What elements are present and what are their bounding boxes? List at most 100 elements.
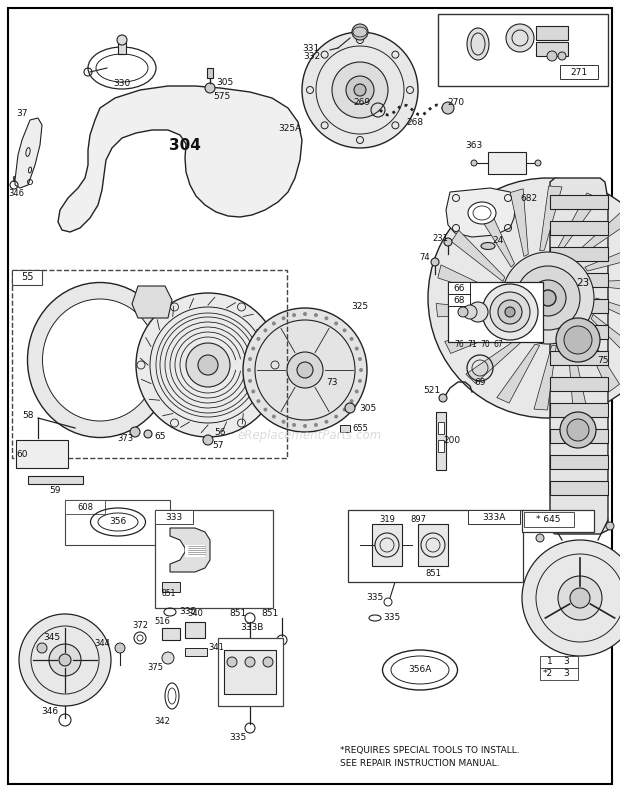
Bar [218, 638, 283, 706]
Text: 344: 344 [94, 638, 110, 648]
Text: 24: 24 [492, 235, 503, 245]
Text: 331: 331 [303, 44, 320, 52]
Circle shape [350, 337, 353, 341]
Text: 655: 655 [352, 424, 368, 432]
Circle shape [303, 312, 307, 316]
Polygon shape [170, 528, 210, 572]
Bar [550, 455, 608, 469]
Polygon shape [446, 188, 516, 237]
Circle shape [334, 322, 338, 326]
Circle shape [516, 266, 580, 330]
Bar [540, 668, 578, 680]
Circle shape [314, 423, 318, 427]
Polygon shape [585, 242, 620, 271]
Circle shape [324, 316, 329, 320]
Text: 363: 363 [466, 140, 482, 150]
Circle shape [560, 412, 596, 448]
Text: 56: 56 [215, 428, 226, 436]
Bar [550, 195, 608, 209]
Text: 74: 74 [420, 253, 430, 262]
Polygon shape [436, 303, 503, 317]
Text: 73: 73 [326, 378, 338, 386]
Circle shape [264, 329, 267, 333]
Text: 37: 37 [16, 109, 28, 117]
Text: eReplacementParts.com: eReplacementParts.com [238, 428, 382, 441]
Text: 68: 68 [453, 295, 465, 304]
Circle shape [482, 284, 538, 340]
Circle shape [49, 644, 81, 676]
Polygon shape [582, 329, 619, 392]
Bar [438, 440, 444, 452]
Circle shape [442, 102, 454, 114]
Circle shape [468, 302, 488, 322]
Bar [550, 429, 608, 443]
Text: 76: 76 [454, 340, 464, 348]
Circle shape [205, 83, 215, 93]
Polygon shape [539, 186, 562, 251]
Text: 23: 23 [577, 278, 590, 288]
Circle shape [506, 24, 534, 52]
Circle shape [281, 316, 286, 320]
Circle shape [263, 657, 273, 667]
Circle shape [292, 423, 296, 427]
Circle shape [332, 62, 388, 118]
Text: 75: 75 [597, 356, 609, 364]
Circle shape [355, 390, 359, 394]
Text: 342: 342 [154, 718, 170, 726]
Text: 851: 851 [425, 569, 441, 578]
Circle shape [37, 643, 47, 653]
Bar [550, 299, 608, 313]
Circle shape [302, 32, 418, 148]
Polygon shape [15, 118, 42, 188]
Circle shape [558, 576, 602, 620]
Text: 65: 65 [154, 432, 166, 440]
Text: *REQUIRES SPECIAL TOOLS TO INSTALL.: *REQUIRES SPECIAL TOOLS TO INSTALL. [340, 745, 520, 755]
Bar [155, 510, 273, 608]
Polygon shape [497, 345, 539, 403]
Circle shape [343, 329, 347, 333]
Circle shape [536, 534, 544, 542]
Text: 356: 356 [109, 517, 126, 527]
Bar [12, 270, 287, 458]
Text: 305: 305 [360, 403, 376, 413]
Text: 3: 3 [563, 669, 569, 679]
Circle shape [314, 313, 318, 317]
Bar [118, 42, 126, 54]
Text: 330: 330 [113, 78, 131, 87]
Circle shape [345, 403, 355, 413]
Ellipse shape [467, 28, 489, 60]
Text: 231: 231 [432, 234, 448, 242]
Circle shape [272, 322, 276, 326]
Bar [162, 582, 180, 592]
Text: 851: 851 [229, 608, 247, 618]
Circle shape [505, 307, 515, 317]
Bar [418, 524, 448, 566]
Bar [524, 512, 574, 527]
Circle shape [439, 394, 447, 402]
Bar [28, 476, 83, 484]
Polygon shape [591, 314, 620, 366]
Circle shape [59, 654, 71, 666]
Circle shape [463, 305, 477, 319]
Ellipse shape [27, 283, 172, 437]
Bar [224, 650, 276, 694]
Text: 575: 575 [213, 92, 231, 101]
Circle shape [350, 399, 353, 403]
Bar [550, 273, 608, 287]
Bar [448, 282, 470, 294]
Circle shape [570, 588, 590, 608]
Circle shape [358, 379, 362, 383]
Text: *2: *2 [543, 669, 553, 679]
Text: 270: 270 [448, 97, 464, 106]
Circle shape [257, 399, 260, 403]
Text: 70: 70 [480, 340, 490, 348]
Text: 375: 375 [147, 664, 163, 672]
Bar [16, 440, 68, 468]
Circle shape [346, 76, 374, 104]
Bar [436, 412, 446, 470]
Text: 304: 304 [169, 138, 201, 153]
Text: 55: 55 [20, 272, 33, 282]
Polygon shape [477, 204, 515, 267]
Text: 271: 271 [570, 67, 588, 77]
Circle shape [498, 300, 522, 324]
